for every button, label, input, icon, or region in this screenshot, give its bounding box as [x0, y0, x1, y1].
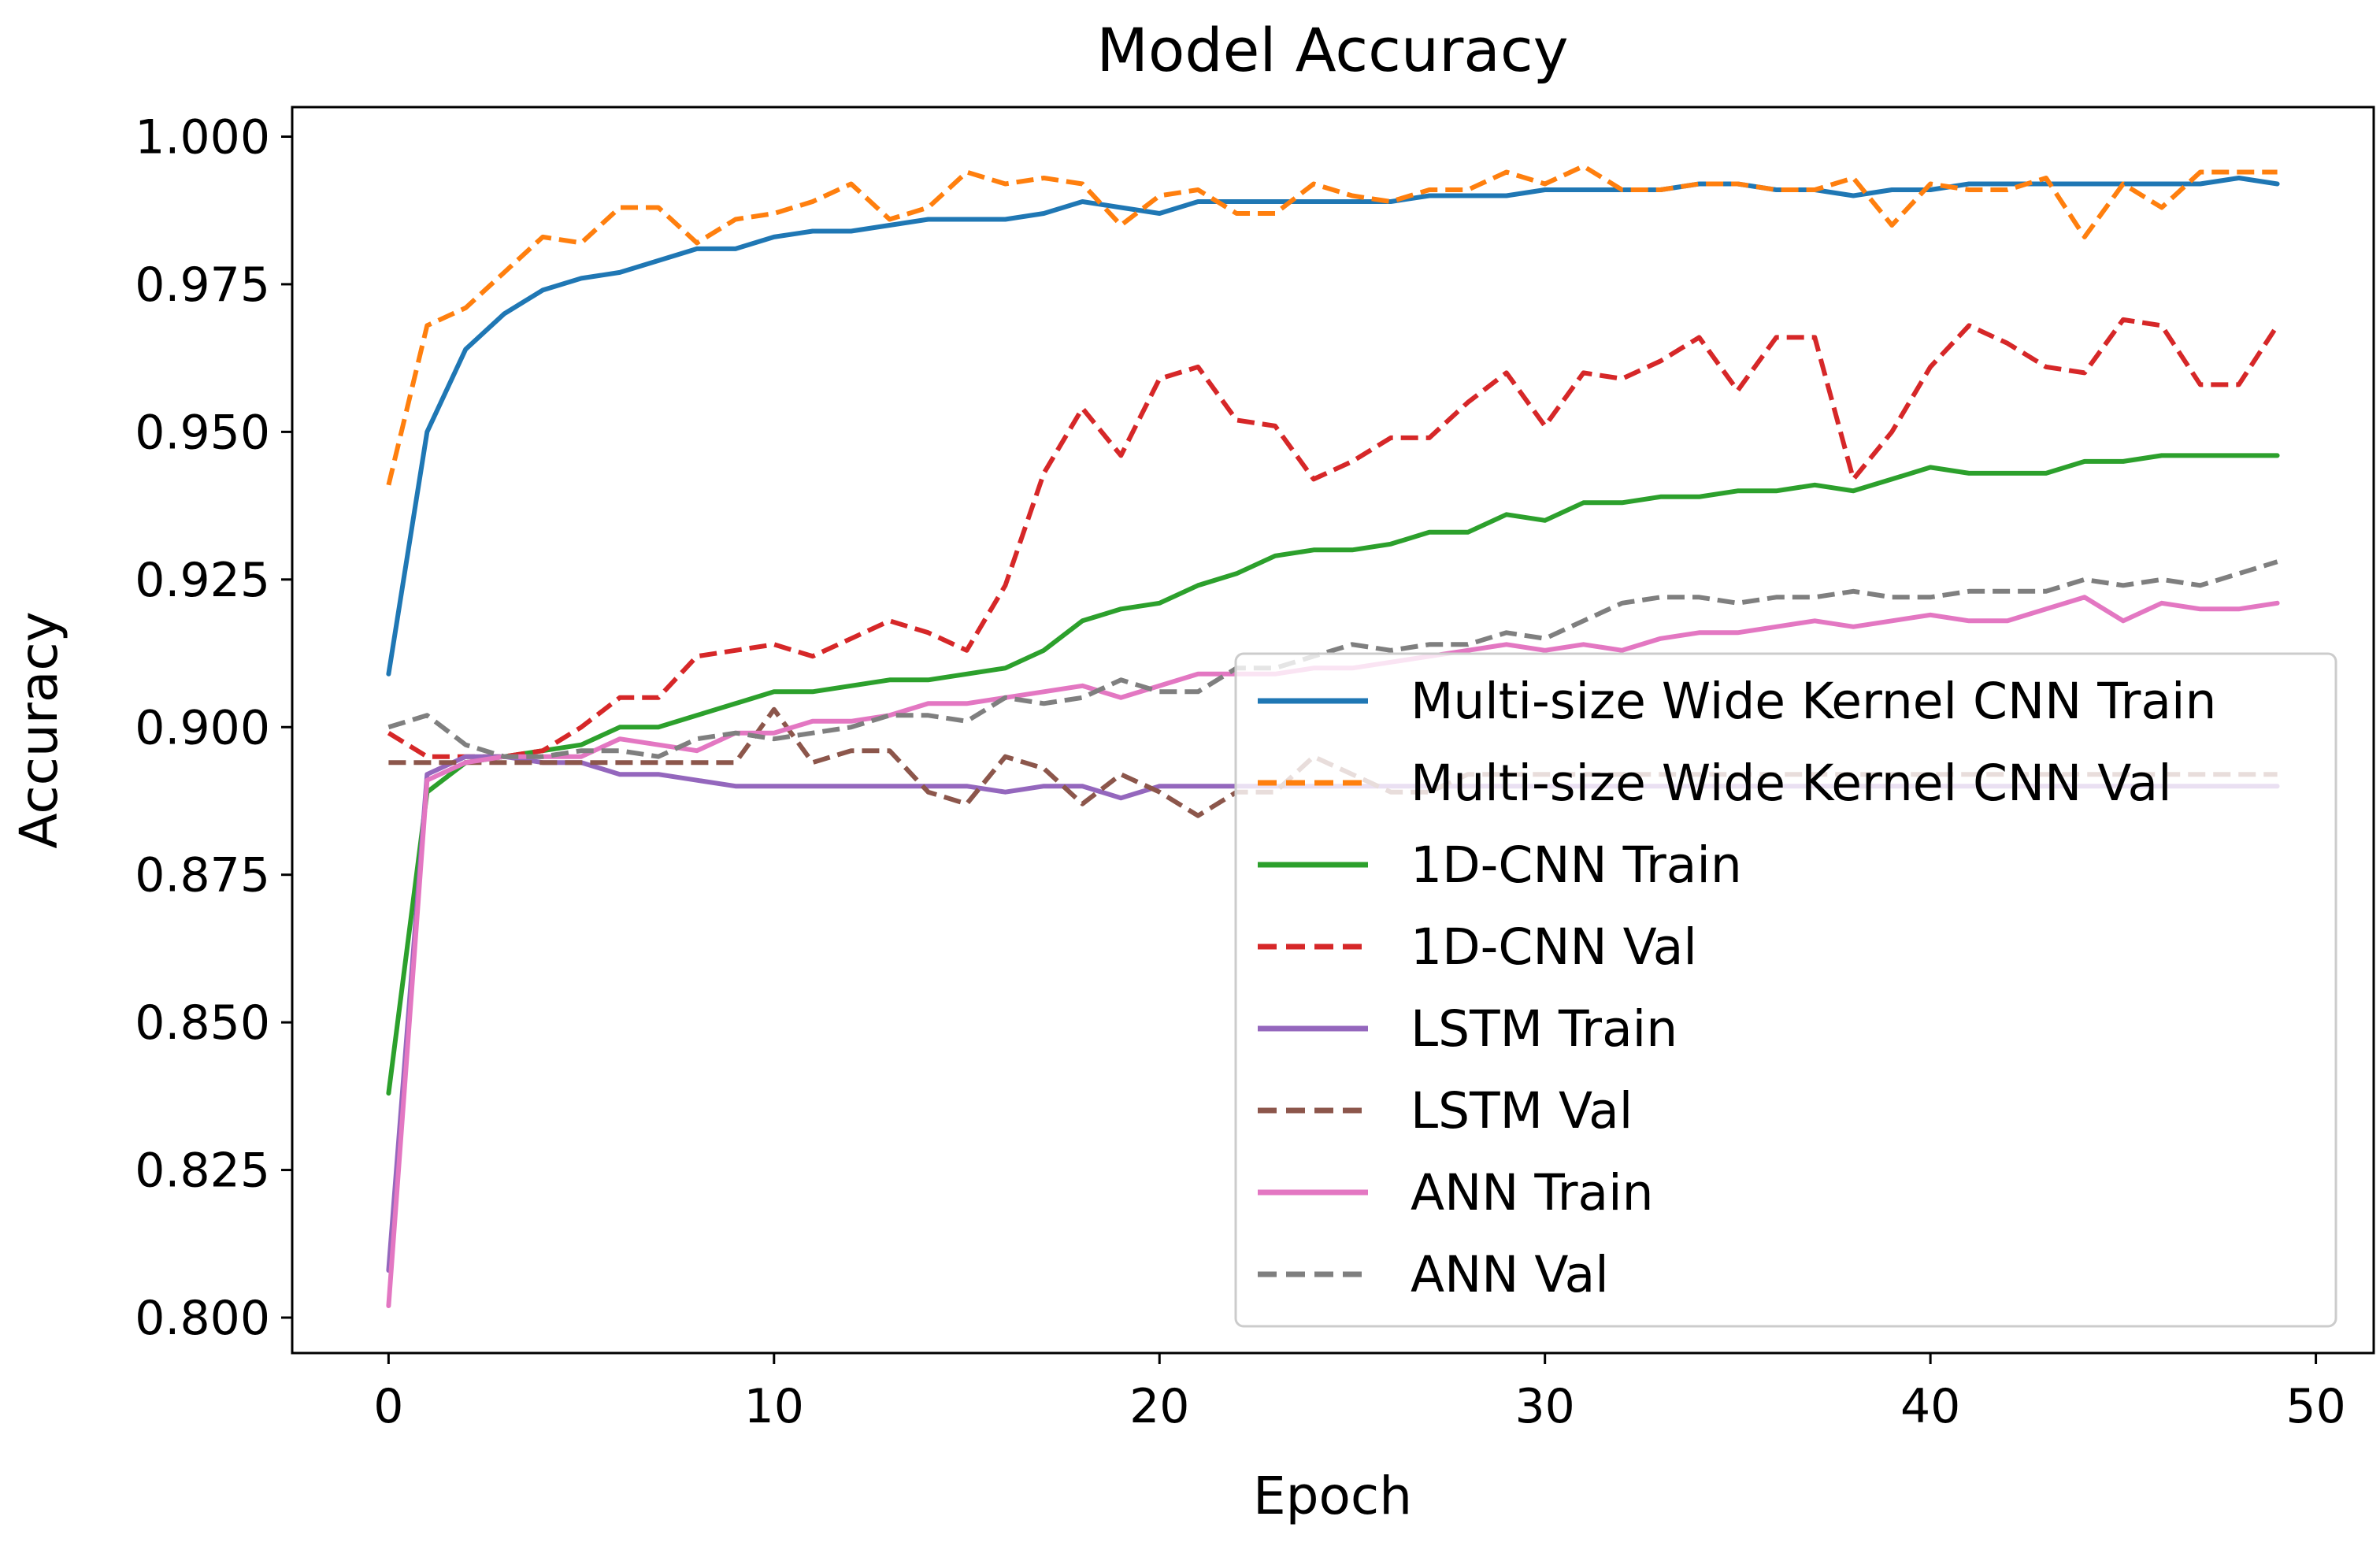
series-line-1d-cnn-val — [387, 317, 2280, 759]
x-tick-label: 10 — [744, 1379, 804, 1434]
x-axis-label: Epoch — [1253, 1466, 1412, 1526]
legend-box — [1234, 652, 2337, 1328]
legend-label: ANN Val — [1411, 1246, 1609, 1303]
legend-label: 1D-CNN Train — [1411, 836, 1742, 894]
legend: Multi-size Wide Kernel CNN Train Multi-si… — [1234, 652, 2337, 1328]
y-tick-label: 0.875 — [135, 848, 270, 903]
x-axis-ticks: 0 10 20 30 40 50 — [373, 1353, 2346, 1434]
series-line-ann-val — [387, 559, 2278, 759]
y-tick-label: 0.825 — [135, 1144, 270, 1199]
y-tick-label: 0.950 — [135, 405, 270, 460]
y-tick-label: 1.000 — [135, 109, 270, 165]
series-line-multi-size-wide-kernel-cnn-val — [386, 164, 2278, 486]
x-tick-label: 20 — [1129, 1379, 1189, 1434]
y-tick-label: 0.975 — [135, 258, 270, 313]
x-tick-label: 0 — [373, 1379, 403, 1434]
y-tick-label: 0.900 — [135, 700, 270, 755]
y-axis-ticks: 0.800 0.825 0.850 0.875 0.900 0.925 0.950 0.975… — [135, 109, 292, 1346]
legend-items: Multi-size Wide Kernel CNN Train Multi-si… — [1258, 673, 2216, 1303]
legend-label: Multi-size Wide Kernel CNN Train — [1411, 673, 2216, 730]
legend-label: Multi-size Wide Kernel CNN Val — [1411, 754, 2172, 812]
y-tick-label: 0.850 — [135, 995, 270, 1051]
legend-label: LSTM Val — [1411, 1082, 1633, 1140]
x-tick-label: 50 — [2285, 1379, 2345, 1434]
legend-label: 1D-CNN Val — [1411, 918, 1697, 976]
y-tick-label: 0.800 — [135, 1291, 270, 1346]
chart-title: Model Accuracy — [1096, 15, 1568, 85]
x-tick-label: 30 — [1515, 1379, 1575, 1434]
series-line-1d-cnn-train — [386, 453, 2280, 1096]
x-tick-label: 40 — [1900, 1379, 1960, 1434]
legend-label: LSTM Train — [1411, 1000, 1677, 1058]
legend-label: ANN Train — [1411, 1164, 1654, 1222]
y-axis-label: Accuracy — [9, 611, 69, 848]
series-line-multi-size-wide-kernel-cnn-train — [386, 176, 2280, 677]
y-tick-label: 0.925 — [135, 553, 270, 608]
plot-frame — [291, 106, 2375, 1355]
